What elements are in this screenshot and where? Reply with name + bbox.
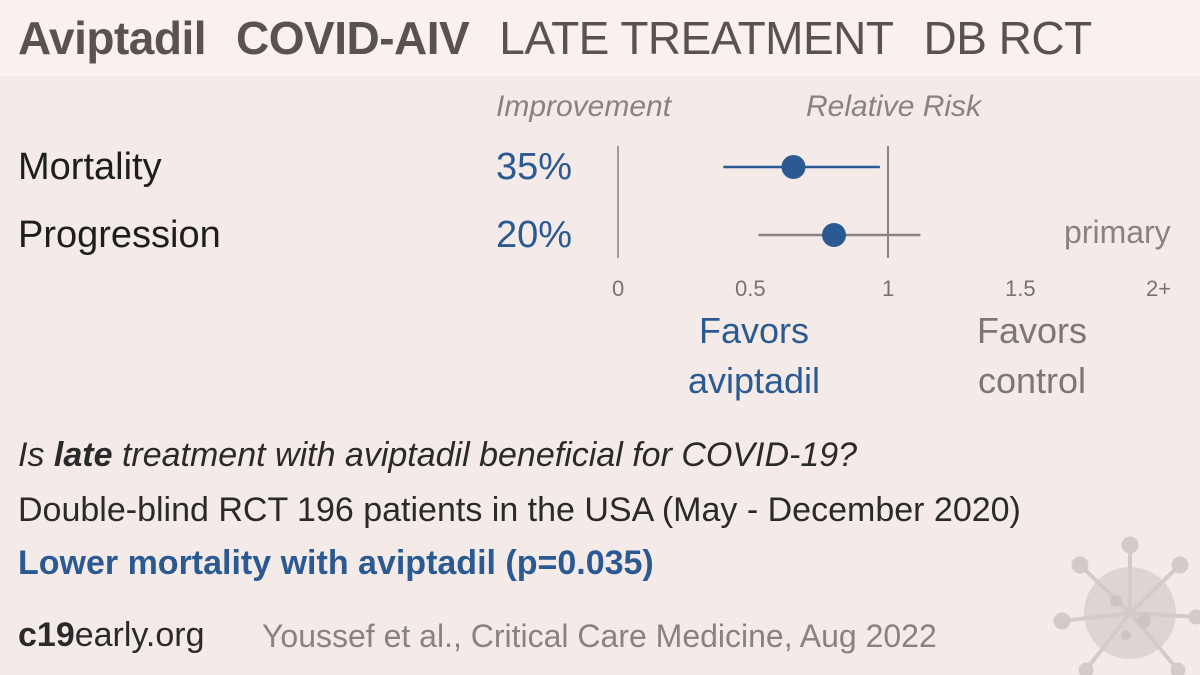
outcome-label-mortality: Mortality bbox=[18, 146, 162, 188]
question-text: Is late treatment with aviptadil benefic… bbox=[18, 436, 857, 475]
point-estimate-mortality bbox=[781, 155, 806, 179]
favors-aviptadil-line2: aviptadil bbox=[687, 360, 821, 401]
title-drug: Aviptadil bbox=[18, 12, 207, 64]
outcome-label-progression: Progression bbox=[18, 214, 221, 256]
tick-label: 0 bbox=[612, 276, 625, 301]
favors-control-label: Favors control bbox=[932, 306, 1132, 406]
favors-control-line1: Favors bbox=[976, 310, 1088, 351]
title-stage: LATE TREATMENT bbox=[499, 12, 894, 64]
primary-outcome-note: primary bbox=[1064, 214, 1171, 250]
improvement-header: Improvement bbox=[496, 90, 672, 123]
question-post: treatment with aviptadil beneficial for … bbox=[112, 436, 858, 474]
site-name-bold: c19 bbox=[18, 616, 75, 654]
title-trial: COVID-AIV bbox=[236, 12, 470, 64]
improvement-value-progression: 20% bbox=[496, 214, 573, 256]
study-design-text: Double-blind RCT 196 patients in the USA… bbox=[18, 491, 1021, 529]
header-bar: Aviptadil COVID-AIV LATE TREATMENT DB RC… bbox=[0, 0, 1200, 76]
favors-aviptadil-line1: Favors bbox=[698, 310, 810, 351]
virus-icon bbox=[1053, 536, 1200, 675]
title-design: DB RCT bbox=[923, 12, 1093, 64]
forest-rows bbox=[723, 155, 921, 247]
tick-label: 1 bbox=[882, 276, 895, 301]
citation-text: Youssef et al., Critical Care Medicine, … bbox=[262, 618, 937, 654]
conclusion-text: Lower mortality with aviptadil (p=0.035) bbox=[18, 544, 654, 582]
favors-aviptadil-label: Favors aviptadil bbox=[654, 306, 854, 406]
question-bold: late bbox=[53, 436, 113, 474]
improvement-value-mortality: 35% bbox=[496, 146, 573, 188]
site-name-rest: early.org bbox=[74, 616, 205, 654]
tick-label: 1.5 bbox=[1005, 276, 1036, 301]
relative-risk-header: Relative Risk bbox=[806, 90, 982, 123]
site-name: c19early.org bbox=[18, 616, 205, 655]
question-pre: Is bbox=[18, 436, 54, 474]
tick-label: 0.5 bbox=[735, 276, 766, 301]
point-estimate-progression bbox=[822, 223, 846, 247]
tick-label: 2+ bbox=[1146, 276, 1172, 301]
favors-control-line2: control bbox=[977, 360, 1087, 401]
